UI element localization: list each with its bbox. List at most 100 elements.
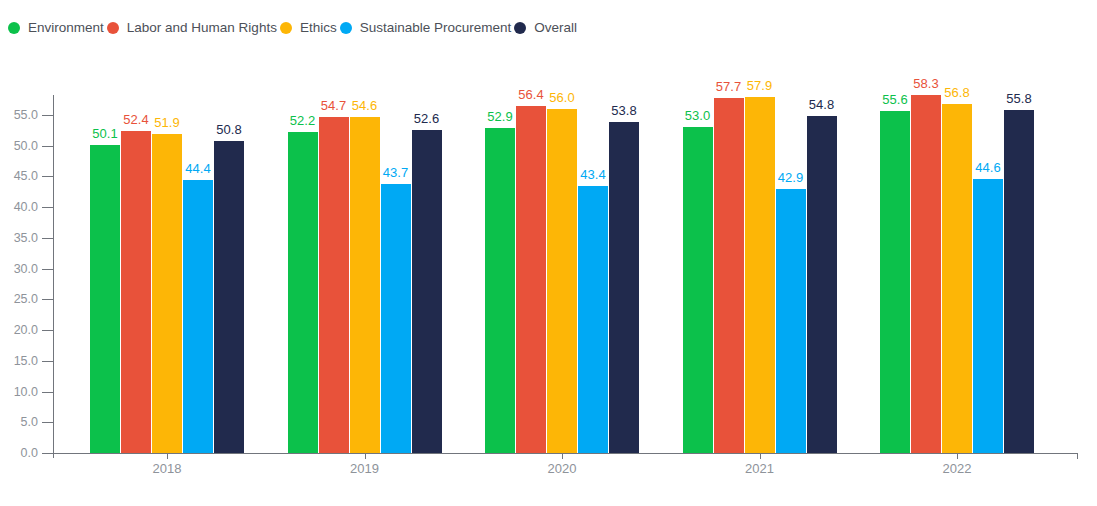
value-label-overall-2020: 53.8 [611,103,636,118]
x-axis-tick [365,454,366,459]
bar-sustainable-procurement-2020[interactable] [578,186,608,453]
bar-ethics-2018[interactable] [152,134,182,453]
legend-item-overall[interactable]: Overall [514,20,577,35]
bar-environment-2019[interactable] [288,132,318,453]
y-axis-tick [42,176,53,177]
legend-label: Sustainable Procurement [360,20,512,35]
y-axis-tick-label: 40.0 [2,200,38,214]
x-axis-tick [760,454,761,459]
x-axis-label-2018: 2018 [153,461,182,476]
overall-legend-dot-icon [514,22,526,34]
value-label-environment-2022: 55.6 [882,92,907,107]
bar-overall-2022[interactable] [1004,110,1034,453]
bar-ethics-2021[interactable] [745,97,775,453]
y-axis-tick-label: 35.0 [2,231,38,245]
value-label-sustainable-procurement-2021: 42.9 [778,170,803,185]
y-axis-tick-label: 10.0 [2,385,38,399]
legend-label: Environment [28,20,104,35]
y-axis-tick-label: 25.0 [2,292,38,306]
value-label-sustainable-procurement-2019: 43.7 [383,165,408,180]
value-label-labor-and-human-rights-2019: 54.7 [321,98,346,113]
bar-labor-and-human-rights-2022[interactable] [911,95,941,453]
value-label-labor-and-human-rights-2021: 57.7 [716,79,741,94]
value-label-environment-2021: 53.0 [685,108,710,123]
bar-ethics-2019[interactable] [350,117,380,453]
y-axis-tick [42,238,53,239]
bar-sustainable-procurement-2019[interactable] [381,184,411,453]
legend-item-sustainable-procurement[interactable]: Sustainable Procurement [340,20,512,35]
bar-labor-and-human-rights-2019[interactable] [319,117,349,453]
environment-legend-dot-icon [8,22,20,34]
bar-overall-2020[interactable] [609,122,639,453]
legend-label: Overall [534,20,577,35]
bar-overall-2019[interactable] [412,130,442,453]
bar-sustainable-procurement-2022[interactable] [973,179,1003,453]
y-axis-tick [42,207,53,208]
legend-item-environment[interactable]: Environment [8,20,104,35]
y-axis-tick-label: 45.0 [2,169,38,183]
legend-label: Ethics [300,20,337,35]
value-label-overall-2022: 55.8 [1006,91,1031,106]
x-axis-end-tick [1077,453,1078,459]
y-axis-tick [42,392,53,393]
y-axis-tick-label: 55.0 [2,108,38,122]
bar-environment-2022[interactable] [880,111,910,453]
y-axis-tick-label: 0.0 [2,446,38,460]
bar-overall-2018[interactable] [214,141,244,453]
bar-overall-2021[interactable] [807,116,837,453]
bar-labor-and-human-rights-2018[interactable] [121,131,151,453]
x-axis-tick [167,454,168,459]
legend-item-ethics[interactable]: Ethics [280,20,337,35]
x-axis-label-2022: 2022 [943,461,972,476]
legend-label: Labor and Human Rights [127,20,277,35]
y-axis-tick [42,330,53,331]
value-label-ethics-2022: 56.8 [944,85,969,100]
bar-environment-2021[interactable] [683,127,713,453]
bar-labor-and-human-rights-2021[interactable] [714,98,744,453]
bar-sustainable-procurement-2021[interactable] [776,189,806,453]
value-label-labor-and-human-rights-2022: 58.3 [913,76,938,91]
value-label-ethics-2019: 54.6 [352,98,377,113]
ethics-legend-dot-icon [280,22,292,34]
y-axis-tick-label: 30.0 [2,262,38,276]
bar-environment-2018[interactable] [90,145,120,453]
y-axis-tick [42,453,53,454]
bar-ethics-2022[interactable] [942,104,972,453]
y-axis-tick [42,422,53,423]
x-axis-label-2021: 2021 [745,461,774,476]
value-label-overall-2021: 54.8 [809,97,834,112]
value-label-environment-2019: 52.2 [290,113,315,128]
labor-and-human-rights-legend-dot-icon [107,22,119,34]
y-axis-tick-label: 20.0 [2,323,38,337]
value-label-overall-2018: 50.8 [216,122,241,137]
y-axis-tick-label: 50.0 [2,139,38,153]
legend-item-labor-and-human-rights[interactable]: Labor and Human Rights [107,20,277,35]
value-label-environment-2018: 50.1 [92,126,117,141]
bar-sustainable-procurement-2018[interactable] [183,180,213,453]
bar-labor-and-human-rights-2020[interactable] [516,106,546,453]
value-label-sustainable-procurement-2022: 44.6 [975,160,1000,175]
y-axis-line [53,95,54,458]
value-label-labor-and-human-rights-2018: 52.4 [123,112,148,127]
y-axis-tick [42,361,53,362]
y-axis-tick [42,115,53,116]
value-label-sustainable-procurement-2020: 43.4 [580,167,605,182]
bar-ethics-2020[interactable] [547,109,577,453]
sustainable-procurement-legend-dot-icon [340,22,352,34]
y-axis-tick [42,146,53,147]
x-axis-label-2019: 2019 [350,461,379,476]
y-axis-tick-label: 5.0 [2,415,38,429]
x-axis-tick [957,454,958,459]
y-axis-tick-label: 15.0 [2,354,38,368]
x-axis-label-2020: 2020 [548,461,577,476]
x-axis-tick [562,454,563,459]
legend: Environment Labor and Human Rights Ethics S… [8,20,580,35]
y-axis-tick [42,269,53,270]
y-axis-tick [42,299,53,300]
value-label-ethics-2021: 57.9 [747,78,772,93]
value-label-labor-and-human-rights-2020: 56.4 [518,87,543,102]
value-label-environment-2020: 52.9 [487,109,512,124]
value-label-ethics-2018: 51.9 [154,115,179,130]
bar-environment-2020[interactable] [485,128,515,453]
bar-chart-canvas: Environment Labor and Human Rights Ethics S… [0,0,1097,506]
